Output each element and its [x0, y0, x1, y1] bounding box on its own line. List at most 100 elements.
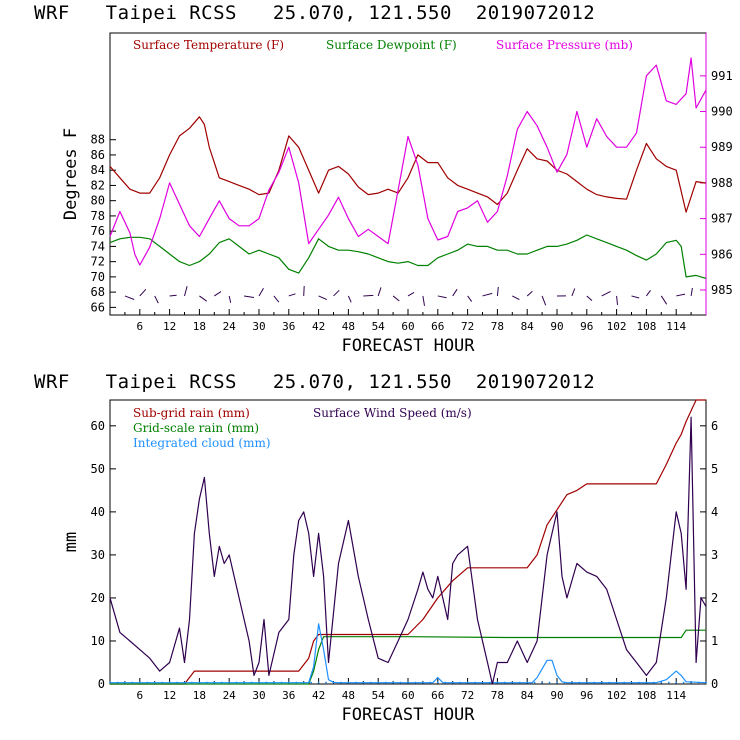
- header-top: WRF Taipei RCSS 25.070, 121.550 20190720…: [34, 2, 595, 24]
- wind-barb: [422, 295, 425, 306]
- y-tick-label: 60: [91, 419, 105, 433]
- cloud-baseline-dot: [153, 681, 156, 684]
- cloud-baseline-dot: [459, 681, 462, 684]
- station-label: Taipei RCSS: [105, 371, 237, 393]
- cloud-baseline-dot: [407, 681, 409, 684]
- wind-barb: [184, 286, 188, 297]
- series-line-integrated-cloud-mm: [110, 623, 707, 684]
- y-axis-label: Degrees F: [61, 128, 81, 220]
- cloud-baseline-dot: [667, 681, 670, 684]
- y-tick-label: 74: [91, 239, 105, 253]
- legend-entry: Surface Pressure (mb): [496, 38, 633, 52]
- cloud-baseline-dot: [675, 681, 678, 684]
- cloud-baseline-dot: [585, 681, 588, 684]
- model-label: WRF: [34, 371, 70, 393]
- wind-barb: [333, 289, 340, 297]
- cloud-baseline-dot: [608, 681, 611, 684]
- cloud-baseline-dot: [414, 681, 417, 684]
- wind-barb: [347, 295, 352, 303]
- cloud-baseline-dot: [369, 681, 372, 684]
- x-axis-label: FORECAST HOUR: [341, 705, 475, 725]
- y2-tick-label: 986: [711, 247, 733, 261]
- y2-tick-label: 3: [711, 548, 718, 562]
- cloud-baseline-dot: [496, 681, 499, 684]
- cloud-baseline-dot: [422, 681, 424, 684]
- wind-barb: [676, 293, 686, 297]
- cloud-baseline-dot: [109, 681, 111, 684]
- cloud-baseline-dot: [615, 681, 618, 684]
- cloud-baseline-dot: [355, 681, 357, 684]
- cloud-baseline-dot: [198, 681, 201, 684]
- wind-barb: [452, 288, 458, 297]
- cloud-baseline-dot: [645, 681, 648, 684]
- y-tick-label: 66: [91, 300, 105, 314]
- y-tick-label: 70: [91, 270, 105, 284]
- init-label: 2019072012: [475, 2, 596, 24]
- wind-barb: [124, 295, 135, 300]
- y2-tick-label: 988: [711, 176, 733, 190]
- x-tick-label: 42: [312, 689, 325, 702]
- wind-barb: [288, 293, 296, 297]
- coords-label: 25.070, 121.550: [272, 371, 452, 393]
- cloud-baseline-dot: [138, 681, 141, 684]
- cloud-baseline-dot: [332, 681, 335, 684]
- cloud-baseline-dot: [235, 681, 238, 684]
- x-tick-label: 6: [136, 320, 143, 333]
- cloud-baseline-dot: [340, 681, 342, 684]
- y-tick-label: 80: [91, 194, 105, 208]
- y-tick-label: 78: [91, 209, 105, 223]
- cloud-baseline-dot: [347, 681, 350, 684]
- cloud-baseline-dot: [206, 681, 208, 684]
- cloud-baseline-dot: [161, 681, 164, 684]
- wind-barb: [482, 292, 493, 297]
- cloud-baseline-dot: [451, 681, 454, 684]
- x-tick-label: 102: [607, 320, 627, 333]
- wind-barb: [199, 295, 207, 302]
- wind-barb: [571, 288, 576, 297]
- x-tick-label: 114: [666, 320, 686, 333]
- cloud-baseline-dot: [600, 681, 603, 684]
- wind-barb: [586, 295, 593, 301]
- series-line-sub-grid-rain-mm: [110, 399, 706, 685]
- cloud-baseline-dot: [265, 681, 268, 684]
- x-tick-label: 36: [282, 689, 295, 702]
- wind-barb: [496, 286, 499, 296]
- wind-barb: [228, 295, 232, 303]
- series-line-surface-temperature-f: [109, 116, 707, 213]
- x-tick-label: 108: [636, 320, 656, 333]
- cloud-baseline-dot: [243, 681, 246, 684]
- cloud-baseline-dot: [250, 681, 253, 684]
- series-line-grid-scale-rain-mm: [110, 629, 706, 685]
- cloud-baseline-dot: [310, 681, 312, 684]
- x-tick-label: 18: [193, 689, 206, 702]
- wind-barb: [392, 295, 400, 302]
- cloud-baseline-dot: [705, 681, 707, 684]
- cloud-baseline-dot: [690, 681, 692, 684]
- y-tick-label: 0: [98, 677, 105, 691]
- x-tick-label: 102: [607, 689, 627, 702]
- x-tick-label: 60: [401, 320, 414, 333]
- y-tick-label: 40: [91, 505, 105, 519]
- cloud-baseline-dot: [481, 681, 484, 684]
- wind-barb: [377, 287, 382, 297]
- x-tick-label: 54: [372, 320, 386, 333]
- cloud-baseline-dot: [653, 681, 655, 684]
- coords-label: 25.070, 121.550: [272, 2, 452, 24]
- y2-tick-label: 1: [711, 634, 718, 648]
- y-tick-label: 76: [91, 224, 105, 238]
- cloud-baseline-dot: [124, 681, 126, 684]
- x-tick-label: 72: [461, 320, 474, 333]
- wind-barb: [541, 295, 547, 306]
- y-tick-label: 88: [91, 133, 105, 147]
- wind-barb: [616, 295, 618, 305]
- cloud-baseline-dot: [429, 681, 432, 684]
- x-tick-label: 78: [491, 320, 504, 333]
- cloud-baseline-dot: [377, 681, 380, 684]
- x-tick-label: 6: [136, 689, 143, 702]
- series-line-surface-wind-speed-m-s: [109, 416, 707, 685]
- cloud-baseline-dot: [258, 681, 260, 684]
- cloud-baseline-dot: [213, 681, 216, 684]
- cloud-baseline-dot: [682, 681, 685, 684]
- cloud-baseline-dot: [116, 681, 119, 684]
